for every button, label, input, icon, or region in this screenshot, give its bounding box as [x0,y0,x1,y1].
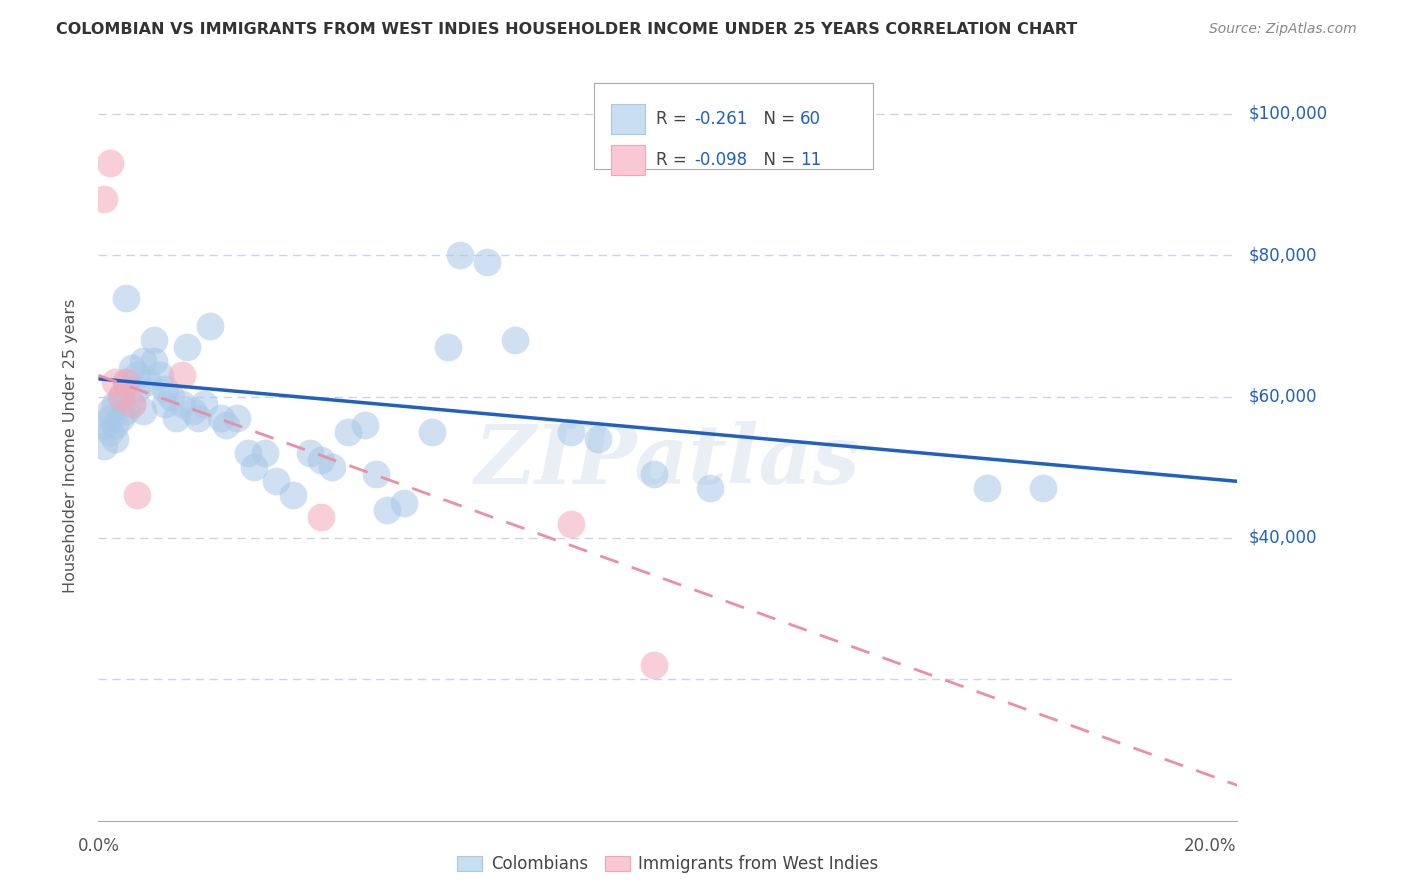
Point [281,488,304,502]
Text: -0.261: -0.261 [695,110,748,128]
Point [366,467,388,482]
Point [104,376,127,390]
Point [170,368,193,383]
Point [138,376,160,390]
Point [392,495,415,509]
Point [121,396,143,410]
Text: COLOMBIAN VS IMMIGRANTS FROM WEST INDIES HOUSEHOLDER INCOME UNDER 25 YEARS CORRE: COLOMBIAN VS IMMIGRANTS FROM WEST INDIES… [56,22,1077,37]
Text: $100,000: $100,000 [1249,104,1327,123]
Point [127,488,149,502]
Point [104,396,127,410]
Point [93,417,115,432]
Point [127,383,149,397]
Point [165,410,187,425]
Point [560,425,582,439]
Point [477,255,499,269]
Point [503,333,526,347]
Bar [612,103,645,134]
Point [110,390,132,404]
Point [104,417,127,432]
Point [93,192,115,206]
Point [643,467,665,482]
Text: 11: 11 [800,151,821,169]
Text: R =: R = [657,151,693,169]
Point [226,410,249,425]
Point [375,502,398,516]
Text: $60,000: $60,000 [1249,387,1317,406]
Point [98,425,121,439]
Point [98,156,121,170]
Point [243,460,266,475]
Point [699,482,721,496]
Point [420,425,443,439]
Text: $80,000: $80,000 [1249,246,1317,264]
Text: $40,000: $40,000 [1249,529,1317,547]
Point [148,368,170,383]
Point [121,396,143,410]
Point [170,396,193,410]
Point [309,453,332,467]
Bar [593,83,873,169]
Point [437,340,460,354]
Point [181,403,204,417]
Point [560,516,582,531]
Point [98,410,121,425]
Point [449,248,471,262]
Point [337,425,360,439]
Point [238,446,260,460]
Text: 60: 60 [800,110,821,128]
Text: -0.098: -0.098 [695,151,747,169]
Point [588,432,610,446]
Point [198,318,221,333]
Point [132,354,155,368]
Y-axis label: Householder Income Under 25 years: Householder Income Under 25 years [63,299,77,593]
Point [153,383,176,397]
Point [176,340,198,354]
Point [132,403,155,417]
Point [127,368,149,383]
Bar [612,145,645,175]
Point [643,658,665,673]
Point [110,410,132,425]
Point [321,460,343,475]
Point [264,475,287,489]
Point [104,432,127,446]
Point [115,376,138,390]
Point [143,354,166,368]
Point [309,509,332,524]
Point [115,376,138,390]
Point [93,439,115,453]
Point [115,403,138,417]
Point [193,396,215,410]
Point [159,390,181,404]
Point [209,410,232,425]
Point [110,390,132,404]
Text: R =: R = [657,110,693,128]
Point [153,396,176,410]
Point [354,417,377,432]
Point [115,291,138,305]
Text: N =: N = [754,110,800,128]
Text: N =: N = [754,151,800,169]
Point [143,333,166,347]
Text: Source: ZipAtlas.com: Source: ZipAtlas.com [1209,22,1357,37]
Point [1032,482,1054,496]
Text: ZIPatlas: ZIPatlas [475,421,860,501]
Legend: Colombians, Immigrants from West Indies: Colombians, Immigrants from West Indies [451,848,884,880]
Point [298,446,321,460]
Point [976,482,998,496]
Point [121,361,143,376]
Point [187,410,209,425]
Point [254,446,277,460]
Point [215,417,238,432]
Point [98,403,121,417]
